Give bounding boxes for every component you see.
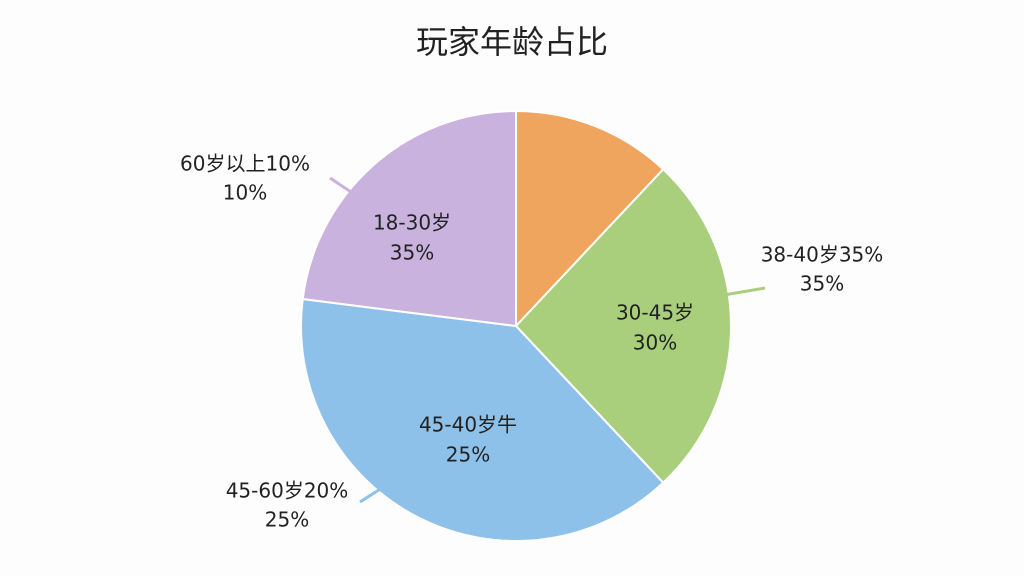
- outer-label: 10%: [223, 181, 267, 205]
- pie-slice: [515, 109, 665, 329]
- outer-label: 38-40岁35%: [761, 243, 884, 267]
- outer-label: 25%: [265, 508, 309, 532]
- slice-percent: 35%: [390, 241, 434, 265]
- chart-title: 玩家年龄占比: [416, 23, 608, 61]
- outer-label: 60岁以上10%: [180, 152, 310, 176]
- pie-slice: [300, 297, 665, 542]
- slice-label: 45-40岁牛: [419, 413, 517, 437]
- leader-line: [359, 482, 389, 504]
- slice-label: 30-45岁: [616, 301, 694, 325]
- outer-label: 35%: [800, 272, 844, 296]
- pie-slice: [301, 109, 517, 328]
- leader-line: [329, 176, 373, 208]
- leader-line: [705, 286, 766, 300]
- slice-percent: 25%: [446, 443, 490, 467]
- pie-slice: [514, 167, 732, 485]
- slice-label: 18-30岁: [373, 211, 451, 235]
- outer-label: 45-60岁20%: [226, 479, 349, 503]
- slice-percent: 30%: [633, 331, 677, 355]
